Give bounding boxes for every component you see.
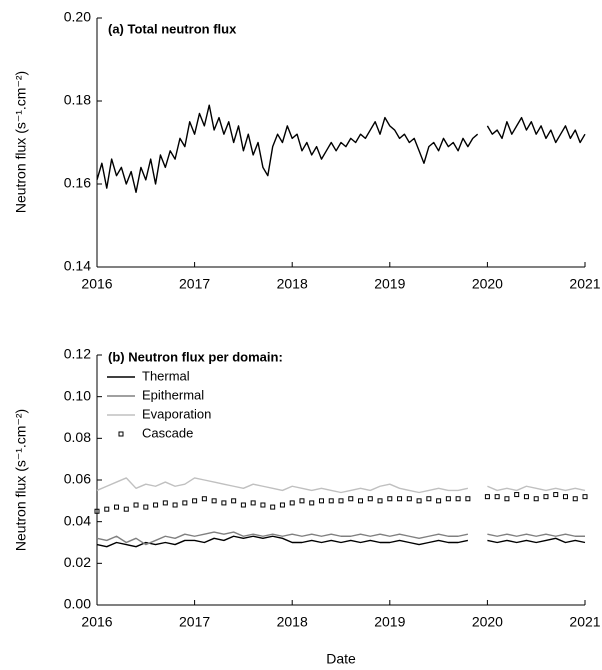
x-tick-label: 2016 <box>81 276 112 292</box>
legend-label: Evaporation <box>142 406 211 421</box>
x-tick-label: 2018 <box>277 614 308 630</box>
data-marker <box>162 500 168 506</box>
data-marker <box>436 498 442 504</box>
legend-marker <box>118 431 124 437</box>
legend-label: Cascade <box>142 425 193 440</box>
data-marker <box>406 496 412 502</box>
data-marker <box>250 500 256 506</box>
y-tick-label: 0.00 <box>64 596 91 612</box>
data-marker <box>397 496 403 502</box>
x-tick-label: 2016 <box>81 614 112 630</box>
data-line <box>96 477 586 494</box>
data-marker <box>279 502 285 508</box>
data-marker <box>153 502 159 508</box>
data-marker <box>172 502 178 508</box>
y-tick-label: 0.12 <box>64 346 91 362</box>
data-marker <box>338 498 344 504</box>
data-marker <box>133 502 139 508</box>
data-marker <box>367 496 373 502</box>
x-tick-label: 2017 <box>179 276 210 292</box>
y-tick-label: 0.04 <box>64 512 91 528</box>
legend-label: Thermal <box>142 368 190 383</box>
y-axis-label: Neutron flux (s⁻¹.cm⁻²) <box>13 71 29 213</box>
y-tick-label: 0.18 <box>64 92 91 108</box>
data-marker <box>484 494 490 500</box>
data-marker <box>211 498 217 504</box>
x-axis-label: Date <box>326 651 356 667</box>
data-marker <box>387 496 393 502</box>
data-marker <box>270 504 276 510</box>
data-marker <box>348 496 354 502</box>
data-marker <box>514 492 520 498</box>
chart-title: (a) Total neutron flux <box>108 21 237 36</box>
x-tick-label: 2021 <box>569 276 600 292</box>
y-tick-label: 0.06 <box>64 471 91 487</box>
data-marker <box>201 496 207 502</box>
data-marker <box>143 504 149 510</box>
data-marker <box>231 498 237 504</box>
y-tick-label: 0.14 <box>64 258 91 274</box>
chart-title: (b) Neutron flux per domain: <box>108 349 283 364</box>
data-line <box>96 104 586 193</box>
data-marker <box>114 504 120 510</box>
x-tick-label: 2020 <box>472 276 503 292</box>
data-marker <box>572 496 578 502</box>
data-marker <box>289 500 295 506</box>
data-marker <box>416 498 422 504</box>
y-tick-label: 0.02 <box>64 554 91 570</box>
data-marker <box>240 502 246 508</box>
y-axis-label: Neutron flux (s⁻¹.cm⁻²) <box>13 409 29 551</box>
data-marker <box>123 506 129 512</box>
data-marker <box>494 494 500 500</box>
x-tick-label: 2017 <box>179 614 210 630</box>
data-marker <box>299 498 305 504</box>
data-marker <box>94 508 100 514</box>
y-tick-label: 0.08 <box>64 429 91 445</box>
data-marker <box>182 500 188 506</box>
data-marker <box>543 494 549 500</box>
x-tick-label: 2021 <box>569 614 600 630</box>
y-tick-label: 0.20 <box>64 9 91 25</box>
y-tick-label: 0.16 <box>64 175 91 191</box>
data-line <box>96 535 586 548</box>
data-marker <box>562 494 568 500</box>
data-marker <box>221 500 227 506</box>
x-tick-label: 2020 <box>472 614 503 630</box>
data-marker <box>582 494 588 500</box>
data-line <box>96 531 585 546</box>
data-marker <box>328 498 334 504</box>
data-marker <box>504 496 510 502</box>
data-marker <box>318 498 324 504</box>
data-marker <box>533 496 539 502</box>
x-tick-label: 2018 <box>277 276 308 292</box>
data-marker <box>192 498 198 504</box>
data-marker <box>260 502 266 508</box>
data-marker <box>426 496 432 502</box>
x-tick-label: 2019 <box>374 614 405 630</box>
data-marker <box>377 498 383 504</box>
data-marker <box>445 496 451 502</box>
legend-label: Epithermal <box>142 387 204 402</box>
data-marker <box>358 498 364 504</box>
data-marker <box>465 496 471 502</box>
data-marker <box>553 492 559 498</box>
data-marker <box>309 500 315 506</box>
data-marker <box>523 494 529 500</box>
data-marker <box>455 496 461 502</box>
y-tick-label: 0.10 <box>64 387 91 403</box>
data-marker <box>104 506 110 512</box>
x-tick-label: 2019 <box>374 276 405 292</box>
